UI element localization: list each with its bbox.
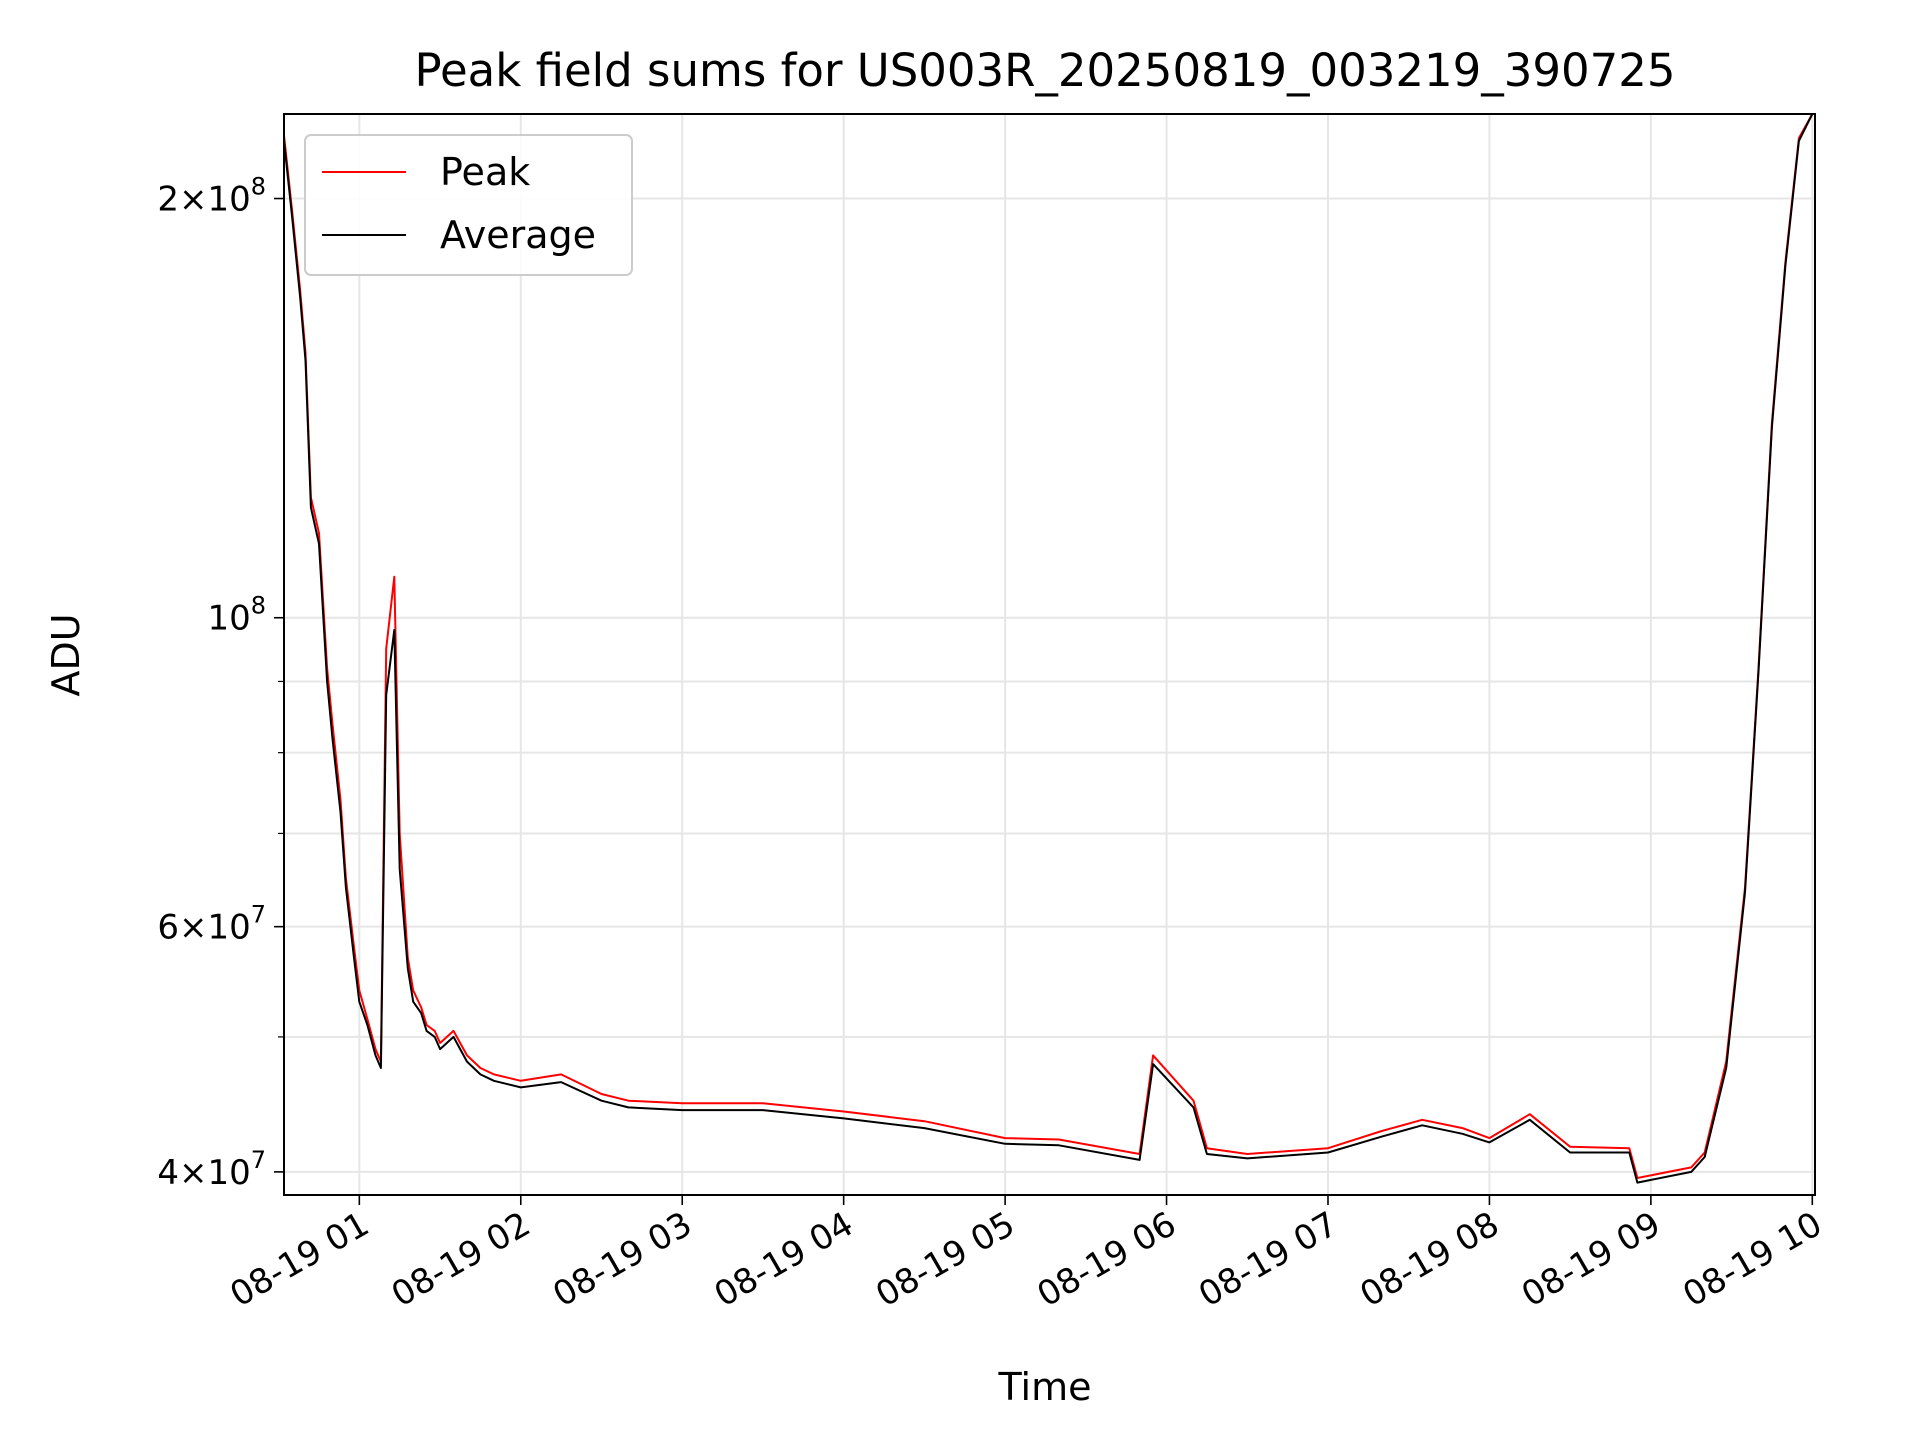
y-tick-base: 10 xyxy=(207,599,250,639)
y-tick-exponent: 7 xyxy=(251,1146,266,1174)
y-tick-times: ×10 xyxy=(179,908,251,948)
x-axis-label: Time xyxy=(998,1365,1092,1409)
legend: Peak Average xyxy=(304,134,633,276)
y-tick-times: ×10 xyxy=(179,1153,251,1193)
y-tick-exponent: 7 xyxy=(251,901,266,929)
y-axis-label: ADU xyxy=(44,613,88,696)
y-tick-mantissa: 4 xyxy=(157,1153,179,1193)
y-tick-mantissa: 2 xyxy=(157,180,179,220)
y-tick-label: 2×108 xyxy=(157,173,266,220)
axes-frame xyxy=(283,113,1816,1196)
plot-background xyxy=(284,114,1815,1195)
y-tick-label: 4×107 xyxy=(157,1146,266,1193)
grid xyxy=(284,114,1815,1195)
legend-box xyxy=(304,134,633,276)
chart-title: Peak field sums for US003R_20250819_0032… xyxy=(414,44,1675,97)
y-tick-exponent: 8 xyxy=(251,173,266,201)
legend-label-average: Average xyxy=(440,213,596,257)
y-tick-mantissa: 6 xyxy=(157,908,179,948)
y-tick-label: 108 xyxy=(207,592,266,639)
legend-label-peak: Peak xyxy=(440,150,530,194)
y-tick-times: ×10 xyxy=(179,180,251,220)
average-series-line xyxy=(283,113,1814,1184)
y-tick-exponent: 8 xyxy=(251,592,266,620)
y-tick-label: 6×107 xyxy=(157,901,266,948)
peak-series-line xyxy=(283,113,1814,1179)
plot-area xyxy=(283,113,1814,1184)
